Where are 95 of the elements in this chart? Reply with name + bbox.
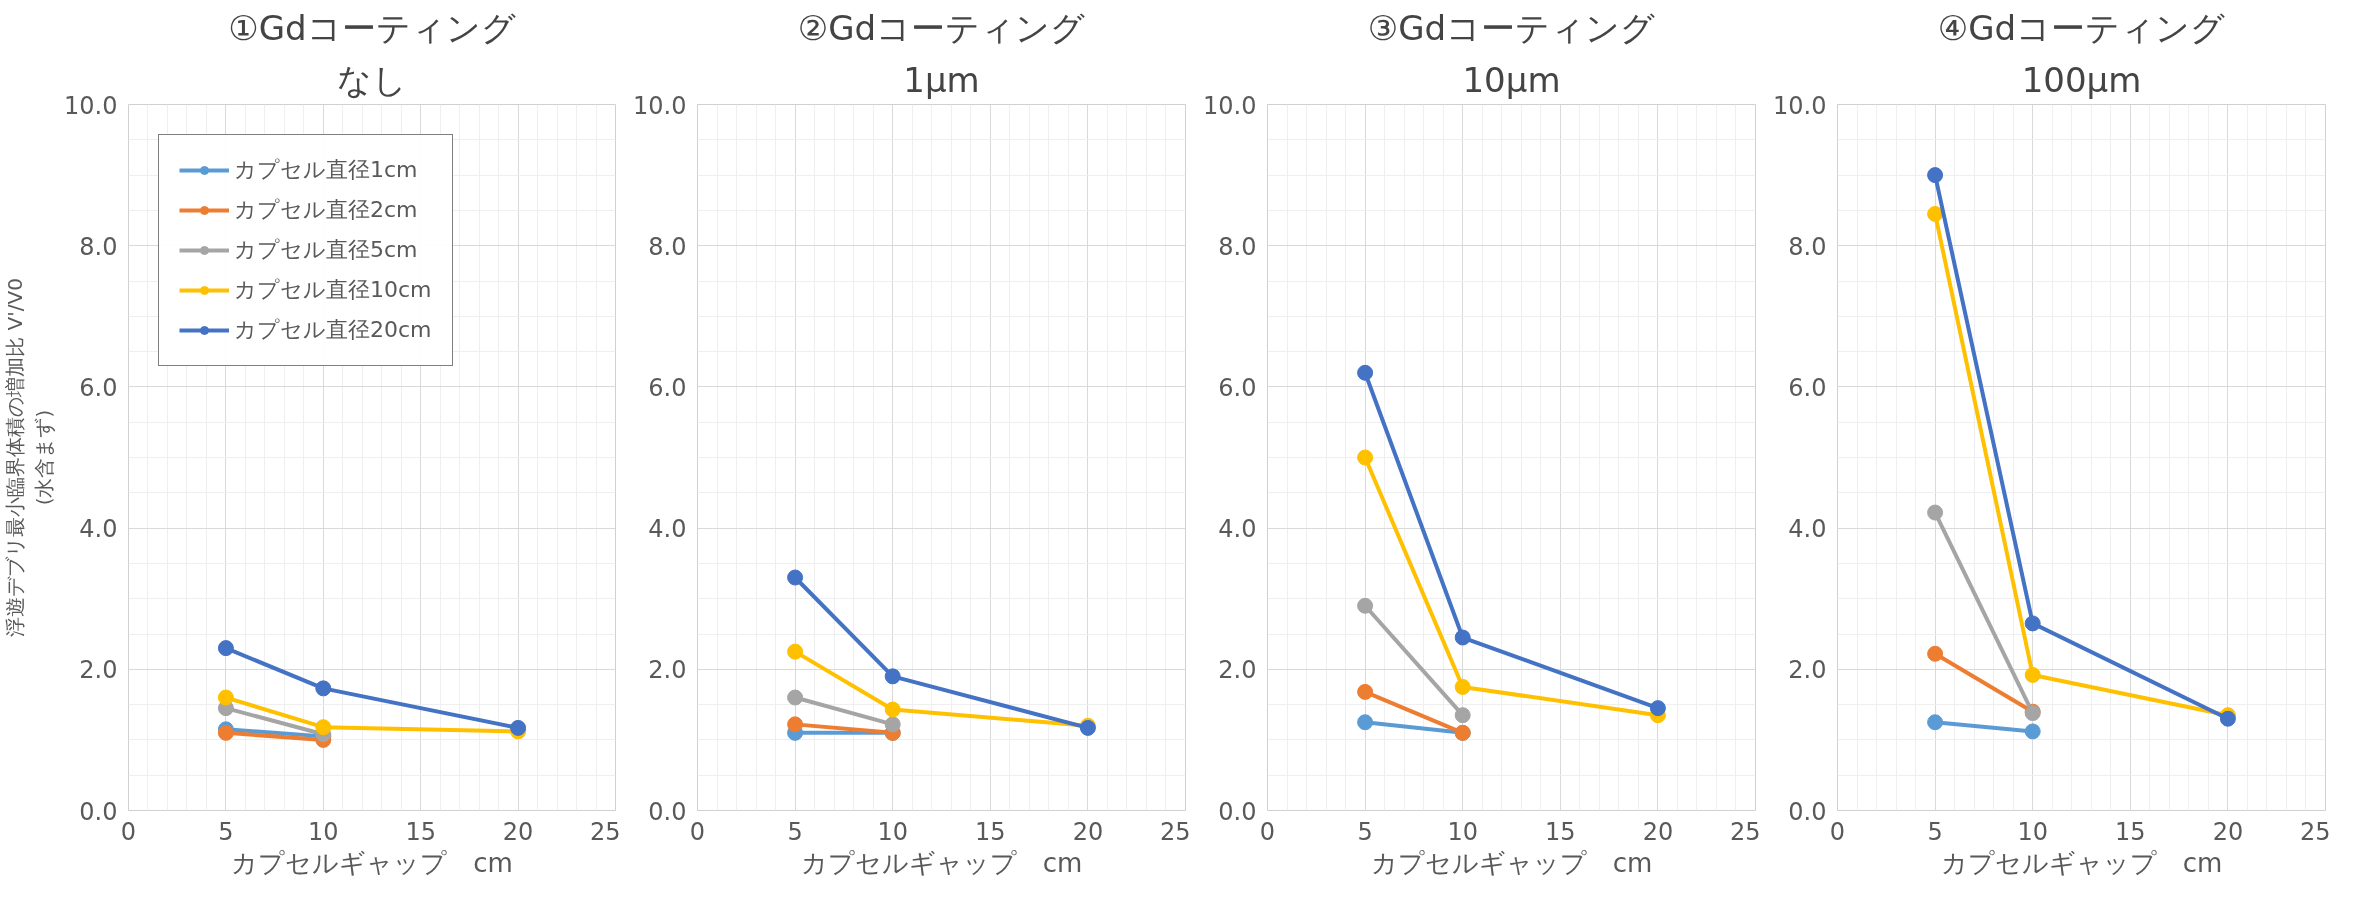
chart-subtitle: 100μm (2021, 59, 2142, 100)
point (315, 719, 332, 736)
y-tick-label: 8.0 (648, 232, 687, 261)
x-tick-label: 15 (2115, 817, 2146, 846)
point (787, 716, 804, 733)
y-tick-label: 4.0 (79, 515, 118, 544)
x-tick-label: 20 (2212, 817, 2244, 846)
x-tick-label: 10 (877, 817, 908, 846)
x-tick-label: 10 (308, 817, 339, 846)
y-tick-label: 0.0 (1218, 797, 1257, 826)
y-tick-label: 8.0 (1218, 232, 1257, 261)
x-axis-title: カプセルギャップ cm (800, 847, 1083, 878)
chart-title: ④Gdコーティング (1937, 7, 2226, 48)
point (1357, 683, 1374, 700)
point (1927, 504, 1944, 521)
x-tick-label: 15 (405, 817, 436, 846)
point (884, 701, 901, 718)
chart-title: ③Gdコーティング (1367, 7, 1656, 48)
y-tick-label: 10.0 (1203, 91, 1257, 120)
y-tick-label: 2.0 (79, 656, 118, 685)
x-tick-label: 25 (2299, 817, 2331, 846)
chart-title: ②Gdコーティング (797, 7, 1086, 48)
x-axis-title: カプセルギャップ cm (1940, 847, 2223, 878)
point (2024, 666, 2041, 683)
y-tick-label: 8.0 (1788, 232, 1827, 261)
point (787, 643, 804, 660)
x-tick-label: 10 (2017, 817, 2048, 846)
y-tick-label: 2.0 (1788, 656, 1827, 685)
y-tick-label: 8.0 (79, 232, 118, 261)
x-tick-label: 20 (1642, 817, 1674, 846)
x-axis-title: カプセルギャップ cm (231, 847, 513, 878)
y-tick-label: 0.0 (1788, 797, 1827, 826)
chart-subtitle: なし (337, 59, 407, 100)
legend-label: カプセル直径2cm (234, 196, 418, 224)
point (1357, 364, 1374, 381)
x-tick-label: 0 (120, 817, 137, 846)
point (1927, 167, 1944, 184)
x-axis-title: カプセルギャップ cm (1370, 847, 1653, 878)
y-tick-label: 4.0 (1788, 515, 1827, 544)
point (510, 719, 527, 736)
x-tick-label: 25 (1729, 817, 1761, 846)
x-tick-label: 15 (975, 817, 1006, 846)
y-tick-label: 6.0 (648, 373, 687, 402)
point (1454, 678, 1471, 695)
point (1927, 205, 1944, 222)
y-tick-label: 10.0 (633, 91, 687, 120)
point (217, 689, 234, 706)
y-tick-label: 6.0 (1788, 373, 1827, 402)
y-axis-title: 浮遊デブリ最小臨界体積の増加比 V'/V0 (水含まず) (3, 278, 57, 637)
y-tick-label: 0.0 (79, 797, 118, 826)
x-tick-label: 25 (589, 817, 621, 846)
point (884, 716, 901, 733)
x-tick-label: 15 (1545, 817, 1576, 846)
x-tick-label: 20 (1072, 817, 1104, 846)
y-tick-label: 10.0 (1773, 91, 1827, 120)
x-tick-label: 10 (1447, 817, 1478, 846)
legend-label: カプセル直径10cm (234, 276, 432, 304)
y-tick-label: 2.0 (1218, 656, 1257, 685)
legend-label: カプセル直径5cm (234, 236, 418, 264)
x-tick-label: 5 (1357, 817, 1373, 846)
y-tick-label: 10.0 (64, 91, 118, 120)
point (1649, 700, 1666, 717)
point (787, 689, 804, 706)
point (1927, 645, 1944, 662)
x-tick-label: 25 (1159, 817, 1191, 846)
y-tick-label: 4.0 (1218, 515, 1257, 544)
y-tick-label: 0.0 (648, 797, 687, 826)
x-tick-label: 0 (689, 817, 706, 846)
x-tick-label: 5 (787, 817, 803, 846)
chart-title: ①Gdコーティング (228, 7, 516, 48)
y-tick-label: 4.0 (648, 515, 687, 544)
legend-label: カプセル直径20cm (234, 316, 432, 344)
point (1927, 714, 1944, 731)
y-tick-label: 2.0 (648, 656, 687, 685)
x-tick-label: 5 (218, 817, 234, 846)
point (217, 640, 234, 657)
point (884, 668, 901, 685)
point (315, 680, 332, 697)
x-tick-label: 0 (1829, 817, 1846, 846)
point (1454, 629, 1471, 646)
point (1357, 449, 1374, 466)
x-tick-label: 0 (1259, 817, 1276, 846)
chart-subtitle: 1μm (903, 59, 980, 100)
chart-subtitle: 10μm (1462, 59, 1561, 100)
y-tick-label: 6.0 (1218, 373, 1257, 402)
point (2024, 615, 2041, 632)
y-tick-label: 6.0 (79, 373, 118, 402)
point (1357, 597, 1374, 614)
x-tick-label: 20 (502, 817, 534, 846)
legend-label: カプセル直径1cm (234, 156, 418, 184)
x-tick-label: 5 (1927, 817, 1943, 846)
point (1454, 707, 1471, 724)
point (1357, 714, 1374, 731)
point (2024, 723, 2041, 740)
point (787, 569, 804, 586)
